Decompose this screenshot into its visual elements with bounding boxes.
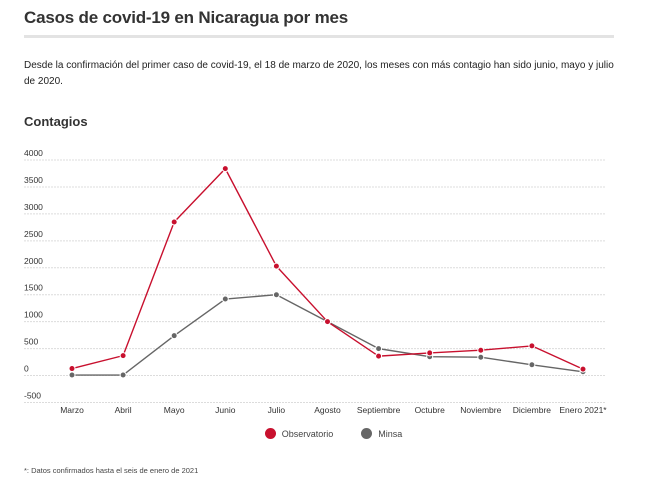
x-tick-label: Octubre	[415, 405, 446, 415]
data-point-observatorio	[272, 262, 280, 270]
x-tick-label: Abril	[115, 405, 132, 415]
data-point-observatorio	[221, 165, 229, 173]
y-tick-label: 3500	[24, 175, 43, 185]
y-tick-label: -500	[24, 391, 41, 401]
y-tick-label: 2000	[24, 256, 43, 266]
data-point-observatorio	[426, 349, 434, 357]
data-point-observatorio	[477, 346, 485, 354]
x-tick-label: Septiembre	[357, 405, 401, 415]
data-point-observatorio	[68, 365, 76, 373]
x-tick-label: Enero 2021*	[559, 405, 607, 415]
x-tick-label: Julio	[268, 405, 286, 415]
series-line-observatorio	[71, 167, 584, 370]
data-point-observatorio	[170, 218, 178, 226]
y-tick-label: 1000	[24, 310, 43, 320]
data-point-minsa	[375, 345, 383, 353]
data-point-observatorio	[579, 365, 587, 373]
x-tick-label: Agosto	[314, 405, 341, 415]
x-tick-label: Diciembre	[513, 405, 552, 415]
y-tick-label: 3000	[24, 202, 43, 212]
x-tick-label: Marzo	[60, 405, 84, 415]
y-tick-label: 500	[24, 337, 38, 347]
legend-label-observatorio: Observatorio	[281, 428, 334, 439]
footnote: *: Datos confirmados hasta el seis de en…	[24, 466, 199, 475]
x-tick-label: Noviembre	[460, 405, 501, 415]
page-title: Casos de covid-19 en Nicaragua por mes	[24, 8, 349, 27]
data-point-minsa	[221, 295, 229, 303]
chart-title: Contagios	[24, 114, 88, 129]
x-tick-label: Mayo	[164, 405, 185, 415]
data-point-observatorio	[528, 342, 536, 350]
data-point-minsa	[477, 353, 485, 361]
data-point-minsa	[170, 332, 178, 340]
data-point-minsa	[68, 371, 76, 379]
data-point-observatorio	[119, 352, 127, 360]
legend-item-minsa[interactable]: Minsa	[361, 428, 402, 439]
data-point-observatorio	[324, 318, 331, 326]
subtitle: Desde la confirmación del primer caso de…	[24, 60, 614, 87]
data-point-observatorio	[375, 352, 383, 360]
data-point-minsa	[119, 371, 127, 379]
series-line-minsa	[72, 294, 584, 376]
data-point-minsa	[272, 291, 280, 299]
legend-dot-observatorio	[264, 428, 276, 439]
y-tick-label: 2500	[24, 229, 43, 239]
legend: Observatorio Minsa	[0, 428, 667, 439]
data-point-minsa	[528, 361, 536, 369]
x-tick-label: Junio	[215, 405, 236, 415]
y-tick-label: 4000	[24, 148, 43, 158]
legend-dot-minsa	[361, 428, 373, 439]
legend-item-observatorio[interactable]: Observatorio	[264, 428, 334, 439]
y-tick-label: 1500	[24, 283, 43, 293]
legend-label-minsa: Minsa	[378, 428, 403, 439]
y-tick-label: 0	[24, 364, 29, 374]
title-divider	[24, 35, 614, 38]
